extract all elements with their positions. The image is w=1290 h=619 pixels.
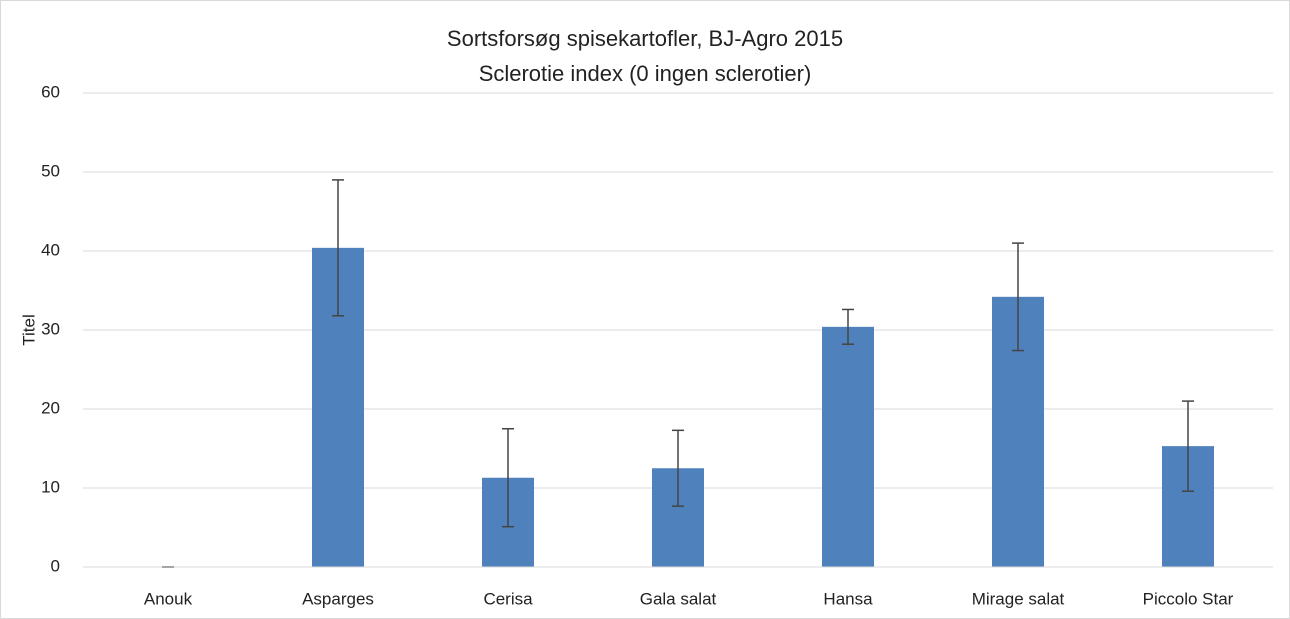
y-tick-label: 30 (41, 319, 60, 338)
error-bar (1012, 242, 1024, 352)
chart-title: Sortsforsøg spisekartofler, BJ-Agro 2015 (447, 26, 843, 51)
x-tick-label: Asparges (302, 589, 374, 608)
x-tick-label: Gala salat (640, 589, 717, 608)
y-axis-title: Titel (19, 314, 38, 346)
y-tick-label: 20 (41, 398, 60, 417)
y-tick-label: 40 (41, 240, 60, 259)
x-tick-label: Mirage salat (972, 589, 1065, 608)
chart-subtitle: Sclerotie index (0 ingen sclerotier) (479, 61, 812, 86)
x-tick-label: Piccolo Star (1143, 589, 1234, 608)
y-tick-label: 50 (41, 161, 60, 180)
error-bar (1182, 400, 1194, 492)
error-bar (502, 428, 514, 528)
y-tick-label: 10 (41, 477, 60, 496)
error-bar (842, 308, 854, 345)
y-tick-label: 0 (51, 556, 60, 575)
x-tick-label: Cerisa (483, 589, 533, 608)
error-bar (332, 179, 344, 317)
error-bar (672, 429, 684, 507)
x-tick-label: Hansa (823, 589, 873, 608)
y-tick-label: 60 (41, 82, 60, 101)
x-tick-label: Anouk (144, 589, 193, 608)
bar (822, 326, 874, 567)
